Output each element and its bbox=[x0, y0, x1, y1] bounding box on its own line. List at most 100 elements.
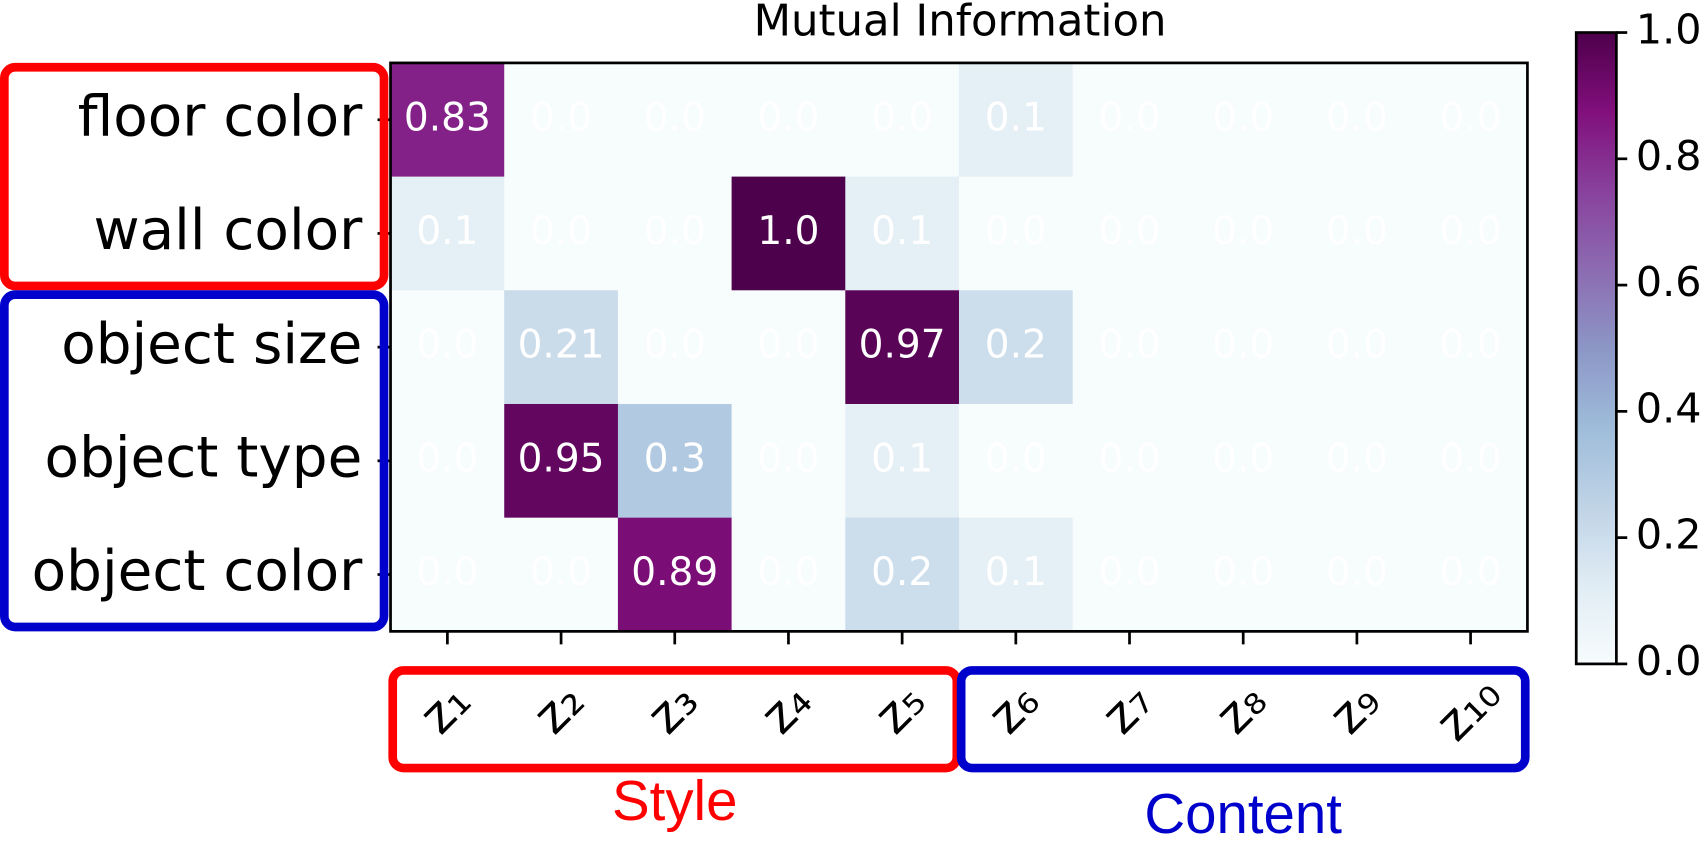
cell-label: 0.97 bbox=[859, 323, 946, 368]
heatmap-cell bbox=[504, 517, 619, 632]
heatmap-cell bbox=[845, 403, 960, 519]
cell-label: 0.0 bbox=[1440, 436, 1502, 481]
heatmap-cell bbox=[845, 517, 960, 632]
cell-label: 0.1 bbox=[985, 550, 1047, 595]
heatmap-cell bbox=[958, 290, 1074, 405]
cell-label: 0.0 bbox=[416, 323, 478, 368]
heatmap-cell bbox=[390, 62, 505, 178]
heatmap-cell bbox=[731, 176, 846, 291]
heatmap-cell bbox=[1186, 403, 1301, 519]
x-tick-label: z₇ bbox=[1090, 671, 1164, 745]
heatmap-cell bbox=[617, 403, 733, 519]
cell-label: 0.0 bbox=[1098, 550, 1160, 595]
group-column-box bbox=[956, 666, 1530, 773]
heatmap-cell bbox=[1300, 403, 1415, 519]
x-tick-label: z₃ bbox=[635, 671, 709, 745]
heatmap-cell bbox=[617, 290, 733, 405]
heatmap-cell bbox=[1072, 62, 1187, 178]
cell-label: 0.0 bbox=[757, 436, 819, 481]
cell-label: 0.2 bbox=[985, 323, 1047, 368]
heatmap-cell bbox=[1413, 290, 1528, 405]
group-label: Style bbox=[612, 769, 737, 832]
heatmap-cell bbox=[390, 517, 505, 632]
cell-label: 0.0 bbox=[530, 209, 592, 254]
y-tick-label: object color bbox=[32, 539, 363, 604]
heatmap-cell bbox=[390, 290, 505, 405]
cell-label: 0.0 bbox=[1326, 436, 1388, 481]
cell-label: 0.0 bbox=[985, 436, 1047, 481]
cell-label: 0.0 bbox=[1098, 323, 1160, 368]
colorbar-tick-label: 1.0 bbox=[1636, 6, 1701, 54]
heatmap-cell bbox=[1186, 62, 1301, 178]
x-tick-label: z₁ bbox=[408, 671, 482, 745]
cell-label: 0.0 bbox=[757, 95, 819, 140]
cell-label: 0.0 bbox=[1212, 323, 1274, 368]
cell-label: 0.0 bbox=[644, 209, 706, 254]
cell-label: 0.0 bbox=[871, 95, 933, 140]
colorbar-tick-label: 0.8 bbox=[1636, 132, 1701, 180]
heatmap-cell bbox=[845, 176, 960, 291]
colorbar-tick-label: 0.6 bbox=[1636, 258, 1701, 306]
heatmap-cell bbox=[617, 62, 733, 178]
heatmap-cell bbox=[1413, 517, 1528, 632]
heatmap-cell bbox=[617, 176, 733, 291]
x-tick-label: z₄ bbox=[749, 671, 823, 745]
cell-label: 0.0 bbox=[757, 323, 819, 368]
cell-label: 0.2 bbox=[871, 550, 933, 595]
cell-label: 0.0 bbox=[1326, 95, 1388, 140]
heatmap-cell bbox=[1072, 403, 1187, 519]
cell-label: 0.0 bbox=[416, 550, 478, 595]
heatmap-cell bbox=[1413, 62, 1528, 178]
cell-label: 0.0 bbox=[1212, 436, 1274, 481]
cell-label: 0.89 bbox=[631, 550, 718, 595]
heatmap-cell bbox=[845, 62, 960, 178]
chart-title: Mutual Information bbox=[754, 0, 1167, 46]
heatmap-cell bbox=[731, 403, 846, 519]
heatmap-cell bbox=[1186, 517, 1301, 632]
group-row-box bbox=[0, 62, 389, 291]
heatmap-cell bbox=[731, 62, 846, 178]
cell-label: 0.0 bbox=[1098, 209, 1160, 254]
heatmap-cell bbox=[1072, 290, 1187, 405]
x-tick-label: z₂ bbox=[522, 671, 596, 745]
group-label: Content bbox=[1144, 782, 1342, 845]
colorbar-tick-label: 0.4 bbox=[1636, 384, 1701, 432]
x-tick-label: z₈ bbox=[1204, 671, 1278, 745]
heatmap-cell bbox=[1300, 62, 1415, 178]
cell-label: 0.0 bbox=[530, 95, 592, 140]
heatmap-cell bbox=[504, 290, 619, 405]
heatmap-cell bbox=[731, 517, 846, 632]
heatmap-cell bbox=[1300, 290, 1415, 405]
heatmap-cell bbox=[1413, 403, 1528, 519]
heatmap-cell bbox=[958, 176, 1074, 291]
cell-label: 0.0 bbox=[1326, 550, 1388, 595]
x-tick-label: z₅ bbox=[863, 671, 937, 745]
cell-label: 0.0 bbox=[644, 323, 706, 368]
x-tick-label: z₁₀ bbox=[1424, 664, 1512, 752]
cell-label: 0.0 bbox=[1440, 550, 1502, 595]
x-tick-label: z₆ bbox=[977, 671, 1051, 745]
heatmap-cell bbox=[1072, 517, 1187, 632]
cell-label: 0.0 bbox=[1098, 436, 1160, 481]
heatmap-cell bbox=[390, 403, 505, 519]
cell-label: 0.0 bbox=[1440, 95, 1502, 140]
cell-label: 0.0 bbox=[757, 550, 819, 595]
heatmap-cell bbox=[1300, 176, 1415, 291]
heatmap-cell bbox=[845, 290, 960, 405]
heatmap-cell bbox=[731, 290, 846, 405]
cell-label: 0.0 bbox=[1440, 209, 1502, 254]
x-tick-label: z₉ bbox=[1318, 671, 1392, 745]
heatmap-cell bbox=[1300, 517, 1415, 632]
y-tick-label: object type bbox=[45, 425, 363, 490]
heatmap-cell bbox=[958, 403, 1074, 519]
cell-label: 1.0 bbox=[757, 209, 819, 254]
heatmap-cell bbox=[1072, 176, 1187, 291]
heatmap-cell bbox=[504, 62, 619, 178]
cell-label: 0.21 bbox=[518, 323, 605, 368]
cell-label: 0.1 bbox=[871, 436, 933, 481]
y-tick-label: object size bbox=[61, 312, 362, 377]
cell-label: 0.0 bbox=[644, 95, 706, 140]
cell-label: 0.83 bbox=[404, 95, 491, 140]
cell-label: 0.0 bbox=[1326, 209, 1388, 254]
